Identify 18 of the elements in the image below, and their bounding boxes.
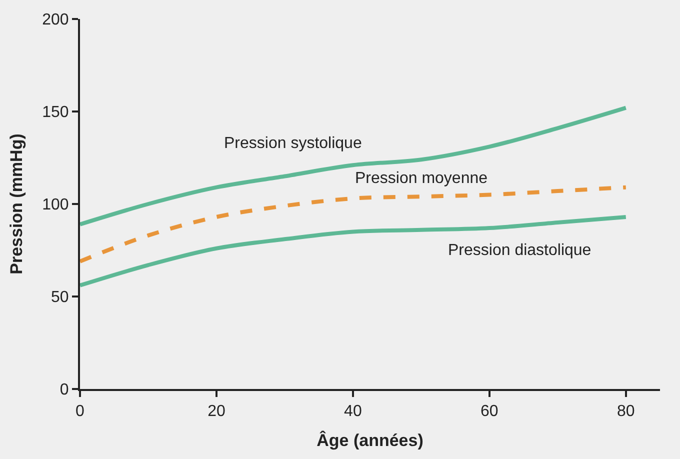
x-tick-label: 0 — [76, 403, 85, 420]
x-tick-label: 20 — [208, 403, 226, 420]
series-label: Pression systolique — [224, 135, 362, 152]
x-tick-label: 60 — [480, 403, 498, 420]
y-tick-label: 150 — [42, 104, 69, 122]
series-label: Pression diastolique — [448, 242, 592, 259]
series-label: Pression moyenne — [355, 170, 488, 187]
y-tick-label: 100 — [42, 196, 69, 214]
x-tick-label: 80 — [616, 403, 635, 420]
y-tick-label: 200 — [42, 12, 69, 29]
line-series — [80, 214, 628, 288]
y-axis-title: Pression (mmHg) — [7, 134, 26, 274]
line-series — [80, 185, 628, 264]
y-tick-label: 0 — [60, 382, 69, 399]
x-axis-title: Âge (années) — [316, 430, 424, 450]
y-tick-label: 50 — [51, 289, 69, 306]
x-tick-label: 40 — [344, 403, 362, 420]
line-series — [80, 106, 628, 226]
